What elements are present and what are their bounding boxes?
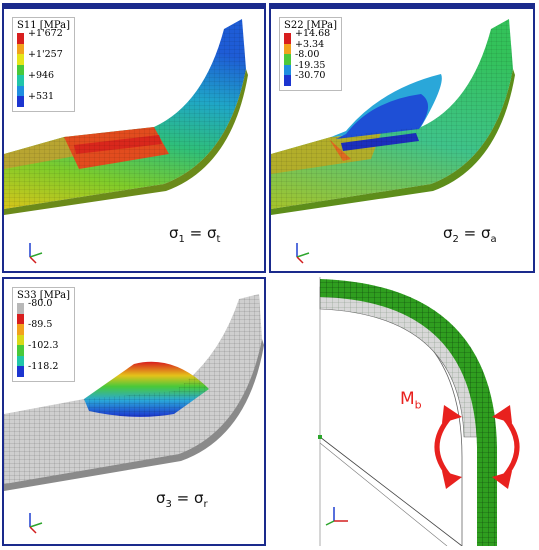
s11-model-render xyxy=(4,19,248,215)
s33-contour-panel: S33 [MPa] -80.0 -89.5 -102.3 -118.2 σ3 =… xyxy=(2,277,266,546)
legend-value: +531 xyxy=(28,91,55,102)
stress-formula-1: σ1 = σt xyxy=(169,224,221,245)
s22-contour-panel: S22 [MPa] +14.68 +3.34 -8.00 -19.35 -30.… xyxy=(269,3,535,273)
s11-legend: S11 [MPa] +1'672 +1'257 +946 +531 xyxy=(12,17,76,112)
legend-value: +1'257 xyxy=(28,49,63,60)
moment-arrow-icon xyxy=(434,405,520,489)
curved-section-render xyxy=(318,277,520,546)
legend-title: S22 [MPa] xyxy=(284,20,338,31)
s33-legend: S33 [MPa] -80.0 -89.5 -102.3 -118.2 xyxy=(12,287,76,382)
stress-formula-3: σ3 = σr xyxy=(156,489,208,510)
legend-title: S33 [MPa] xyxy=(17,290,71,301)
legend-value: +14.68 xyxy=(295,28,331,39)
legend-value: +1'672 xyxy=(28,28,63,39)
legend-title: S11 [MPa] xyxy=(17,20,71,31)
bending-moment-panel: Mb xyxy=(272,277,536,546)
legend-value: -30.70 xyxy=(295,70,326,81)
s22-model-render xyxy=(271,19,515,215)
bending-moment-label: Mb xyxy=(400,389,422,412)
legend-value: -102.3 xyxy=(28,340,59,351)
axis-triad-icon xyxy=(29,243,43,264)
legend-value: -8.00 xyxy=(295,49,320,60)
stress-formula-2: σ2 = σa xyxy=(443,224,497,245)
axis-triad-icon xyxy=(29,513,43,534)
s33-model-render xyxy=(4,294,264,491)
legend-value: +946 xyxy=(28,70,55,81)
axis-triad-icon xyxy=(296,243,310,264)
legend-value: +3.34 xyxy=(295,38,325,50)
legend-value: -19.35 xyxy=(295,59,326,71)
legend-value: -80.0 xyxy=(28,298,53,309)
legend-value: -89.5 xyxy=(28,319,53,330)
legend-value: -118.2 xyxy=(28,361,59,372)
axis-triad-icon xyxy=(325,507,348,526)
s22-legend: S22 [MPa] +14.68 +3.34 -8.00 -19.35 -30.… xyxy=(279,17,343,91)
s11-contour-panel: S11 [MPa] +1'672 +1'257 +946 +531 σ1 = σ… xyxy=(2,3,266,273)
